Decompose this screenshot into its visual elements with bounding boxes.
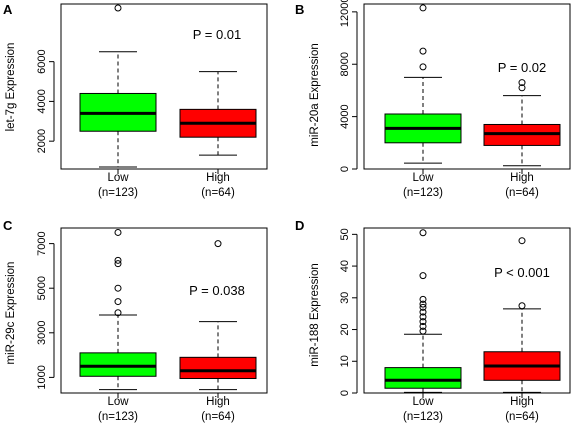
panel-c: C miR-29c Expression P = 0.038 Low (n=12… <box>3 218 268 423</box>
panel-c-low-outlier <box>114 298 122 306</box>
panel-a-frame <box>60 3 268 170</box>
panel-b-y-tick-label: 12000 <box>339 0 351 27</box>
panel-a-low-n: (n=123) <box>98 187 138 199</box>
panel-d-low-outlier <box>419 300 427 308</box>
panel-d-high-outlier <box>518 302 526 310</box>
panel-d-frame <box>363 227 571 394</box>
panel-d-pvalue: P < 0.001 <box>494 265 550 280</box>
panel-b-y-tick-label: 4000 <box>339 104 351 128</box>
panel-b: B miR-20a Expression P = 0.02 Low (n=123… <box>295 0 571 199</box>
panel-b-letter: B <box>295 2 304 17</box>
panel-b-frame <box>363 3 571 170</box>
panel-c-y-tick-label: 3000 <box>36 321 48 345</box>
panel-c-letter: C <box>3 218 13 233</box>
panel-c-y-tick-label: 7000 <box>36 231 48 255</box>
panel-d-low-outlier <box>419 272 427 280</box>
panel-b-high-outlier <box>518 84 526 92</box>
panel-a-y-tick-label: 6000 <box>36 49 48 73</box>
panel-a-letter: A <box>3 2 13 17</box>
panel-a-pvalue: P = 0.01 <box>193 27 242 42</box>
panel-d-high-label: High <box>510 396 534 408</box>
panel-d-low-outlier <box>419 313 427 321</box>
panel-b-high-n: (n=64) <box>505 187 539 199</box>
panel-b-y-tick-label: 0 <box>339 166 351 172</box>
panel-c-low-n: (n=123) <box>98 411 138 423</box>
panel-b-ylabel: miR-20a Expression <box>309 43 321 147</box>
panel-c-low-outlier <box>114 228 122 236</box>
panel-c-ylabel: miR-29c Expression <box>5 262 17 365</box>
panel-d-high-n: (n=64) <box>505 411 539 423</box>
panel-d-low-outlier <box>419 318 427 326</box>
panel-d-y-tick-label: 20 <box>339 323 351 335</box>
panel-d-low-n: (n=123) <box>403 411 443 423</box>
panel-d-ylabel: miR-188 Expression <box>309 263 321 367</box>
panel-c-low-outlier <box>114 256 122 264</box>
panel-b-low-outlier <box>419 47 427 55</box>
panel-d-low-outlier <box>419 322 427 330</box>
panel-c-low-outlier <box>114 284 122 292</box>
panel-b-high-outlier <box>518 79 526 87</box>
panel-d-letter: D <box>295 218 304 233</box>
panel-b-low-outlier <box>419 63 427 71</box>
panel-c-low-outlier <box>114 309 122 317</box>
panel-c-low-box <box>79 352 157 377</box>
panel-d-y-tick-label: 30 <box>339 292 351 304</box>
panel-c-high-label: High <box>206 396 230 408</box>
panel-a-high-n: (n=64) <box>201 187 235 199</box>
panel-d-y-tick-label: 10 <box>339 355 351 367</box>
panel-c-y-tick-label: 5000 <box>36 276 48 300</box>
panel-b-low-label: Low <box>412 172 434 184</box>
panel-d-low-box <box>384 367 462 389</box>
panel-c-frame <box>60 227 268 394</box>
panel-c-high-n: (n=64) <box>201 411 235 423</box>
panel-b-pvalue: P = 0.02 <box>498 60 547 75</box>
panel-c-high-outlier <box>214 240 222 248</box>
panel-b-y-tick-label: 8000 <box>339 52 351 76</box>
panel-a-y-tick-label: 2000 <box>36 129 48 153</box>
panel-c-high-box <box>179 356 257 380</box>
panel-d: D miR-188 Expression P < 0.001 Low (n=12… <box>295 218 571 423</box>
panel-a-low-label: Low <box>107 172 129 184</box>
panel-a-high-label: High <box>206 172 230 184</box>
panel-c-low-label: Low <box>107 396 129 408</box>
panel-d-low-label: Low <box>412 396 434 408</box>
panel-c-pvalue: P = 0.038 <box>189 283 245 298</box>
panel-d-low-outlier <box>419 303 427 311</box>
panel-b-high-label: High <box>510 172 534 184</box>
panel-d-high-outlier <box>518 237 526 245</box>
panel-a: A let-7g Expression P = 0.01 Low (n=123)… <box>3 2 268 199</box>
panel-a-ylabel: let-7g Expression <box>5 43 17 132</box>
panel-b-low-outlier <box>419 4 427 12</box>
panel-d-y-tick-label: 0 <box>339 390 351 396</box>
panel-c-low-outlier <box>114 260 122 268</box>
panel-d-low-outlier <box>419 229 427 237</box>
panel-a-y-tick-label: 4000 <box>36 89 48 113</box>
panel-a-low-outlier <box>114 4 122 12</box>
panel-d-low-outlier <box>419 327 427 335</box>
panel-d-y-tick-label: 40 <box>339 260 351 272</box>
panel-d-y-tick-label: 50 <box>339 228 351 240</box>
panel-d-low-outlier <box>419 308 427 316</box>
panel-d-low-outlier <box>419 295 427 303</box>
panel-c-y-tick-label: 1000 <box>36 365 48 389</box>
panel-b-low-n: (n=123) <box>403 187 443 199</box>
